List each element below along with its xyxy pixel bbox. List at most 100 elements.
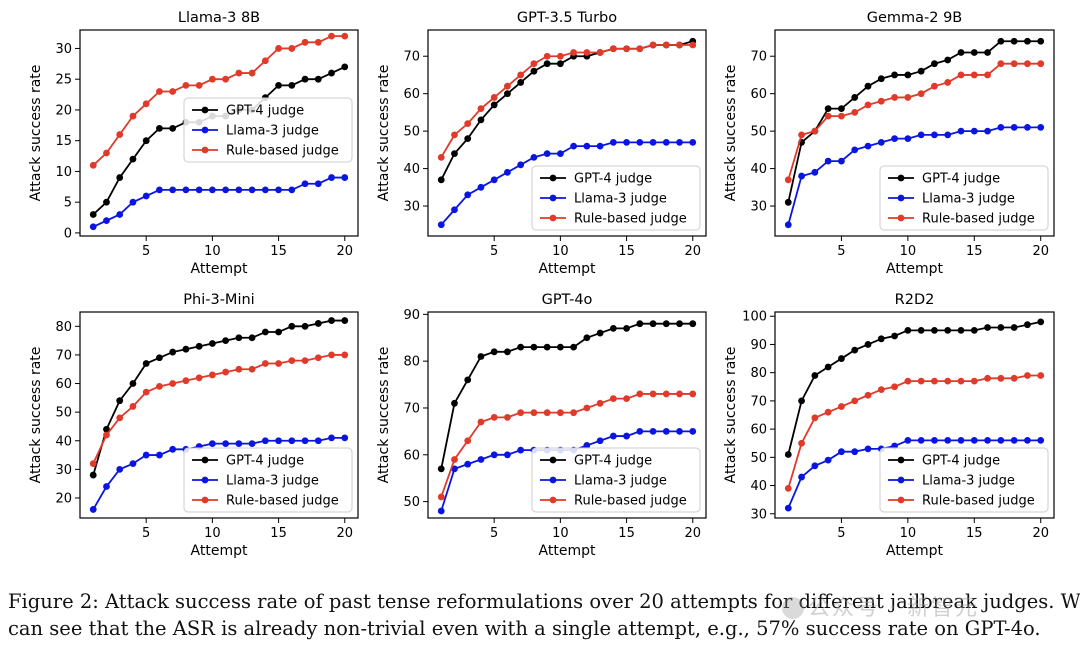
y-axis-label: Attack success rate bbox=[723, 347, 739, 484]
y-tick-label: 40 bbox=[55, 434, 72, 449]
data-point bbox=[248, 69, 256, 77]
data-point bbox=[623, 45, 630, 53]
chart-title: Gemma-2 9B bbox=[867, 10, 963, 26]
data-point bbox=[169, 88, 177, 95]
data-point bbox=[984, 49, 991, 56]
data-point bbox=[864, 391, 872, 399]
data-point bbox=[261, 57, 269, 65]
data-point bbox=[596, 142, 604, 150]
x-axis-label: Attempt bbox=[191, 261, 248, 277]
legend-label: Llama-3 judge bbox=[922, 192, 1015, 207]
plot-frame bbox=[79, 29, 359, 237]
data-point bbox=[676, 320, 683, 328]
chart-phi-3-mini: Phi-3-Mini 5 10 15 20 20 30 40 50 60 70 80 Attempt At… bbox=[28, 292, 359, 559]
chart-title: GPT-3.5 Turbo bbox=[517, 10, 617, 26]
legend: GPT-4 judge Llama-3 judge Rule-based judge bbox=[183, 447, 353, 513]
data-point bbox=[931, 60, 938, 68]
data-point bbox=[689, 390, 697, 398]
data-point bbox=[811, 414, 819, 422]
y-tick-label: 90 bbox=[750, 338, 767, 353]
data-point bbox=[944, 436, 952, 444]
x-tick-label: 5 bbox=[142, 244, 150, 259]
legend-swatch-marker bbox=[897, 214, 905, 222]
data-point bbox=[623, 432, 630, 440]
legend-label: Rule-based judge bbox=[226, 144, 339, 159]
data-point bbox=[169, 380, 177, 387]
legend-label: Llama-3 judge bbox=[226, 124, 319, 139]
data-point bbox=[341, 63, 349, 71]
data-point bbox=[116, 414, 124, 422]
figure-caption: Figure 2: Attack success rate of past te… bbox=[8, 588, 1080, 642]
data-point bbox=[970, 326, 978, 334]
legend-swatch-marker bbox=[549, 194, 557, 202]
legend-label: Rule-based judge bbox=[922, 212, 1035, 227]
data-point bbox=[917, 90, 925, 98]
data-point bbox=[570, 49, 578, 56]
data-point bbox=[169, 186, 177, 194]
data-point bbox=[504, 90, 511, 98]
legend: GPT-4 judge Llama-3 judge Rule-based judge bbox=[531, 447, 701, 513]
data-point bbox=[824, 157, 832, 165]
data-point bbox=[103, 198, 110, 206]
data-point bbox=[1037, 372, 1045, 379]
legend-label: Llama-3 judge bbox=[574, 192, 667, 207]
data-point bbox=[824, 456, 832, 464]
y-tick-label: 60 bbox=[750, 423, 767, 438]
data-point bbox=[984, 374, 991, 382]
series-rule-based-judge bbox=[437, 390, 697, 501]
legend-swatch-marker bbox=[897, 174, 905, 182]
legend-swatch-marker bbox=[201, 106, 209, 114]
data-point bbox=[662, 138, 670, 146]
chart-title: Llama-3 8B bbox=[178, 10, 260, 26]
data-point bbox=[208, 75, 216, 83]
plot-frame bbox=[774, 311, 1055, 519]
data-point bbox=[798, 439, 805, 447]
data-point bbox=[451, 456, 458, 463]
y-tick-label: 25 bbox=[55, 73, 72, 88]
data-point bbox=[838, 355, 845, 362]
data-point bbox=[997, 123, 1005, 131]
chart-gemma-2-9b: Gemma-2 9B 5 10 15 20 30 40 50 60 70 Attempt Attack… bbox=[723, 10, 1055, 277]
series-rule-based-judge bbox=[89, 32, 349, 169]
legend-label: Llama-3 judge bbox=[922, 474, 1015, 489]
x-tick-label: 20 bbox=[1032, 526, 1049, 541]
data-point bbox=[851, 94, 859, 101]
data-point bbox=[248, 440, 256, 448]
x-tick-label: 20 bbox=[336, 244, 353, 259]
data-point bbox=[437, 465, 445, 473]
data-point bbox=[89, 471, 97, 479]
data-point bbox=[970, 377, 978, 385]
data-point bbox=[530, 343, 538, 351]
data-point bbox=[142, 100, 150, 108]
data-point bbox=[464, 376, 472, 384]
data-point bbox=[288, 322, 296, 330]
watermark: 公众号 · 新智元 bbox=[782, 590, 979, 622]
data-point bbox=[288, 357, 296, 365]
legend-swatch-marker bbox=[201, 126, 209, 134]
y-axis-label: Attack success rate bbox=[376, 347, 392, 484]
data-point bbox=[328, 69, 335, 77]
data-point bbox=[944, 56, 952, 64]
data-point bbox=[851, 146, 859, 154]
plot-frame bbox=[427, 29, 707, 237]
x-axis-label: Attempt bbox=[539, 261, 596, 277]
data-point bbox=[517, 409, 525, 417]
chart-title: R2D2 bbox=[895, 292, 935, 308]
series-llama-3-judge bbox=[784, 436, 1045, 512]
y-tick-label: 40 bbox=[750, 162, 767, 177]
legend-label: GPT-4 judge bbox=[922, 172, 1000, 187]
data-point bbox=[477, 353, 485, 360]
data-point bbox=[676, 138, 683, 146]
data-point bbox=[103, 483, 110, 490]
data-point bbox=[838, 403, 845, 410]
data-point bbox=[784, 451, 792, 458]
data-point bbox=[583, 334, 591, 342]
data-point bbox=[301, 180, 309, 188]
data-point bbox=[824, 112, 832, 120]
data-point bbox=[583, 142, 591, 150]
series-gpt-4-judge bbox=[437, 320, 697, 473]
data-point bbox=[864, 142, 872, 150]
legend-label: Llama-3 judge bbox=[226, 474, 319, 489]
y-tick-label: 60 bbox=[403, 87, 420, 102]
y-tick-label: 30 bbox=[750, 507, 767, 522]
